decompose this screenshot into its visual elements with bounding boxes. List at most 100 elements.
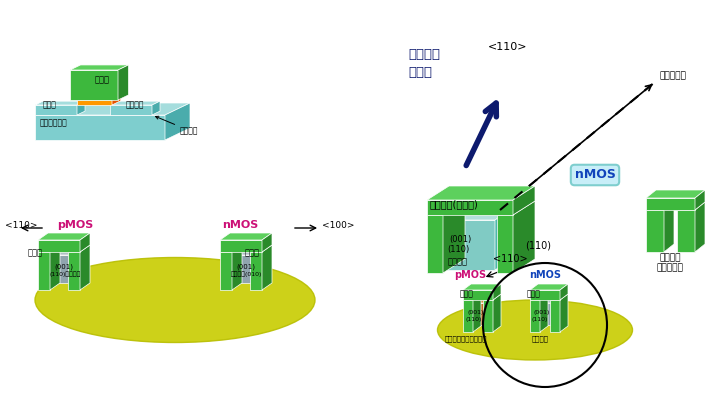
Text: シリコン(010): シリコン(010) (231, 271, 262, 277)
Polygon shape (262, 233, 272, 252)
Polygon shape (35, 101, 85, 105)
Polygon shape (550, 294, 568, 300)
Text: <110>: <110> (5, 221, 37, 230)
Polygon shape (77, 101, 85, 115)
Polygon shape (646, 202, 674, 210)
Polygon shape (695, 202, 705, 252)
Text: pMOS: pMOS (57, 220, 93, 230)
Polygon shape (220, 240, 262, 252)
Polygon shape (233, 248, 261, 255)
Polygon shape (112, 96, 121, 105)
Polygon shape (51, 255, 69, 283)
Polygon shape (483, 294, 501, 300)
Polygon shape (165, 103, 190, 140)
Polygon shape (445, 220, 495, 270)
Text: ひずみ: ひずみ (408, 66, 432, 78)
Polygon shape (35, 105, 77, 115)
Polygon shape (551, 297, 559, 325)
Text: チャネル: チャネル (156, 116, 199, 135)
Text: 制御電極(ゲート): 制御電極(ゲート) (430, 199, 479, 209)
Polygon shape (251, 248, 261, 283)
Polygon shape (77, 100, 112, 105)
Text: pMOS: pMOS (454, 270, 486, 280)
Ellipse shape (438, 300, 632, 360)
Text: ゲート: ゲート (28, 248, 43, 257)
Polygon shape (513, 201, 535, 273)
Polygon shape (473, 294, 481, 332)
Polygon shape (468, 297, 492, 303)
Polygon shape (110, 101, 160, 105)
Text: nMOS: nMOS (222, 220, 258, 230)
Polygon shape (77, 96, 121, 100)
Text: nMOS: nMOS (529, 270, 561, 280)
Text: <110>: <110> (492, 254, 527, 264)
Text: nMOS: nMOS (575, 168, 616, 181)
Polygon shape (463, 284, 501, 290)
Text: (001): (001) (467, 310, 483, 315)
Polygon shape (646, 198, 695, 210)
Text: (110): (110) (465, 317, 482, 322)
Polygon shape (530, 294, 548, 300)
Polygon shape (68, 245, 90, 252)
Text: (110): (110) (525, 240, 551, 250)
Polygon shape (468, 303, 484, 325)
Text: 制御電極: 制御電極 (660, 253, 680, 262)
Polygon shape (69, 248, 79, 283)
Text: ゲート: ゲート (460, 289, 474, 298)
Polygon shape (497, 215, 513, 273)
Polygon shape (68, 252, 80, 290)
Polygon shape (463, 294, 481, 300)
Polygon shape (220, 233, 272, 240)
Text: (001): (001) (534, 310, 550, 315)
Polygon shape (35, 103, 190, 115)
Text: シリコン基板: シリコン基板 (40, 118, 68, 127)
Polygon shape (262, 245, 272, 290)
Ellipse shape (35, 258, 315, 343)
Polygon shape (38, 245, 60, 252)
Polygon shape (530, 290, 560, 300)
Text: 電流の方向: 電流の方向 (660, 71, 687, 80)
Text: (001): (001) (54, 263, 73, 269)
Polygon shape (443, 201, 465, 273)
Text: ゲート: ゲート (94, 76, 109, 84)
Polygon shape (530, 300, 540, 332)
Text: ドレイン: ドレイン (126, 100, 144, 109)
Polygon shape (233, 255, 251, 283)
Text: （ゲート）: （ゲート） (657, 263, 683, 272)
Polygon shape (220, 245, 242, 252)
Text: シリコンゲルマニウム: シリコンゲルマニウム (445, 335, 487, 341)
Text: (001): (001) (449, 235, 472, 244)
Polygon shape (35, 115, 165, 140)
Polygon shape (646, 210, 664, 252)
Polygon shape (484, 297, 492, 325)
Polygon shape (427, 186, 535, 200)
Polygon shape (463, 300, 473, 332)
Polygon shape (483, 300, 493, 332)
Polygon shape (445, 206, 517, 220)
Text: (110): (110) (447, 245, 469, 254)
Polygon shape (677, 202, 705, 210)
Text: シリコン: シリコン (531, 335, 549, 341)
Text: ゲート: ゲート (527, 289, 541, 298)
Polygon shape (497, 201, 535, 215)
Polygon shape (232, 245, 242, 290)
Polygon shape (463, 290, 493, 300)
Text: ゲート: ゲート (245, 248, 260, 257)
Polygon shape (646, 190, 705, 198)
Polygon shape (220, 252, 232, 290)
Text: 引っ張り: 引っ張り (408, 49, 440, 62)
Polygon shape (550, 300, 560, 332)
Text: (110): (110) (532, 317, 549, 322)
Polygon shape (110, 105, 152, 115)
Polygon shape (427, 215, 443, 273)
Polygon shape (38, 233, 90, 240)
Polygon shape (495, 206, 517, 270)
Polygon shape (535, 297, 559, 303)
Polygon shape (695, 190, 705, 210)
Polygon shape (70, 70, 118, 100)
Polygon shape (80, 245, 90, 290)
Polygon shape (664, 202, 674, 252)
Text: シリコン: シリコン (448, 257, 468, 266)
Polygon shape (50, 245, 60, 290)
Polygon shape (250, 245, 272, 252)
